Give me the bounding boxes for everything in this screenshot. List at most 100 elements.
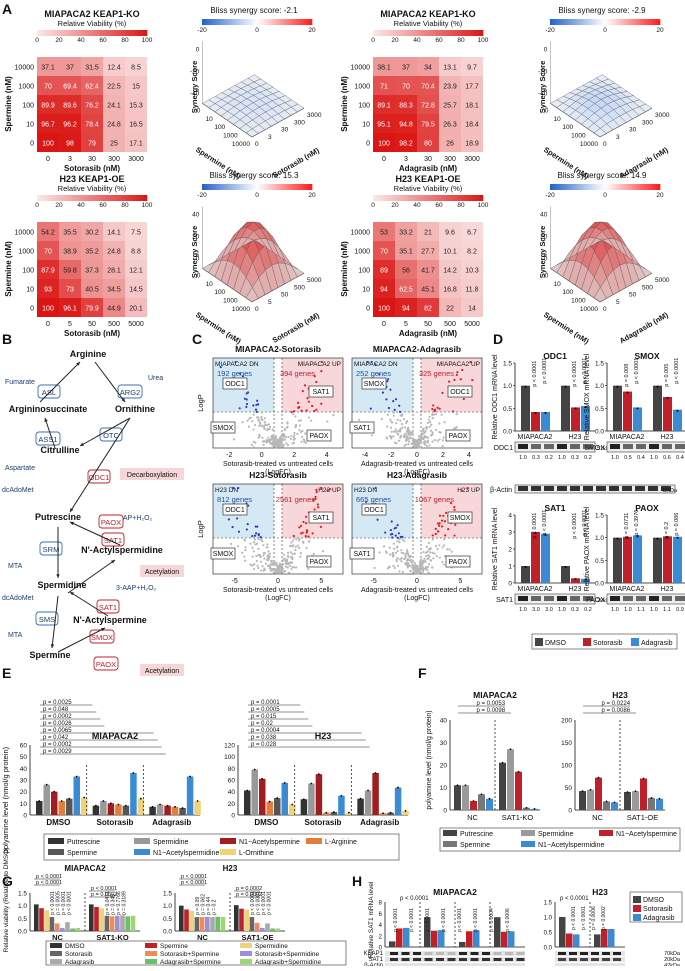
volcano-point bbox=[420, 563, 424, 566]
viability-bar bbox=[189, 910, 194, 931]
volcano-point bbox=[420, 432, 423, 435]
arrowhead bbox=[121, 398, 125, 402]
volcano-point bbox=[443, 421, 446, 424]
blot-band bbox=[436, 952, 444, 955]
colorbar-cell bbox=[454, 195, 457, 201]
surface-ztick: 0 bbox=[196, 255, 200, 262]
volcano-point bbox=[432, 404, 435, 407]
surface-colorbar-cell bbox=[620, 184, 623, 190]
mrna-pvalue: p < 0.0001 bbox=[572, 513, 578, 539]
surface-colorbar-cell bbox=[609, 19, 612, 25]
volcano-point bbox=[409, 560, 412, 563]
blot-band bbox=[558, 958, 566, 961]
surface-colorbar-cell bbox=[594, 19, 597, 25]
legend-swatch bbox=[443, 841, 457, 847]
surface-colorbar-cell bbox=[243, 19, 247, 25]
heatmap-row-label: 1000 bbox=[18, 84, 34, 91]
legend-label: Spermine bbox=[67, 850, 97, 857]
legend-label: Adagrasib+Spermine bbox=[160, 959, 221, 966]
polyamine-bar bbox=[81, 797, 88, 815]
polyamine-dot bbox=[359, 797, 362, 800]
surface-colorbar-cell bbox=[587, 19, 590, 25]
volcano-point bbox=[389, 533, 393, 536]
volcano-gene-label: SAT1 bbox=[354, 551, 371, 558]
polyamine-dot bbox=[404, 810, 407, 812]
viability-bar bbox=[275, 928, 281, 931]
polyamine-bar bbox=[330, 812, 338, 815]
heatmap-cell bbox=[461, 260, 483, 279]
colorbar-cell bbox=[445, 195, 449, 201]
volcano-gene-label: SMOX bbox=[450, 515, 471, 522]
colorbar-cell bbox=[83, 195, 86, 201]
volcano-point bbox=[306, 397, 309, 400]
enzyme-odc1-box bbox=[87, 469, 111, 484]
volcano-point bbox=[300, 440, 303, 443]
blot-band bbox=[570, 444, 580, 449]
heatmap-cell bbox=[417, 114, 439, 133]
heatmap-cell bbox=[439, 279, 461, 298]
surface-axis-x bbox=[202, 103, 253, 138]
heatmap-cell bbox=[59, 114, 81, 133]
heatmap-cell bbox=[417, 298, 439, 317]
surface-colorbar-tick: 20 bbox=[656, 27, 664, 34]
surface-colorbar-cell bbox=[600, 19, 604, 25]
colorbar-cell bbox=[54, 195, 58, 201]
volcano-point bbox=[411, 431, 414, 434]
volcano-xlabel2: (LogFC) bbox=[404, 595, 430, 602]
volcano-point bbox=[252, 428, 255, 431]
volcano-point bbox=[301, 531, 304, 534]
surface-colorbar-cell bbox=[565, 184, 568, 190]
colorbar-cell bbox=[74, 195, 77, 201]
sat1-bar bbox=[459, 941, 466, 947]
surface-colorbar-cell bbox=[558, 184, 562, 190]
viability-top-pvalue: p = 0.0002 bbox=[236, 886, 262, 892]
volcano-point bbox=[255, 410, 258, 413]
volcano-point bbox=[372, 537, 375, 540]
mrna-pvalue: p < 0.0001 bbox=[634, 358, 640, 384]
polyamine-dot bbox=[38, 800, 41, 802]
volcano-point bbox=[296, 544, 299, 547]
legend-label: Sotorasib bbox=[65, 951, 93, 958]
mrna-bar bbox=[623, 536, 632, 583]
volcano-gene-box bbox=[447, 385, 473, 398]
colorbar-cell bbox=[417, 30, 420, 36]
mrna-bar bbox=[581, 578, 590, 583]
polyamine-ytick: 80 bbox=[228, 766, 236, 773]
surface-ytick: 500 bbox=[642, 284, 653, 291]
heatmap-value: 12.4 bbox=[107, 65, 121, 72]
volcano-point bbox=[455, 373, 458, 377]
sat1-bar bbox=[438, 930, 445, 947]
volcano-xtick: -5 bbox=[371, 578, 377, 585]
polyamine-bar bbox=[179, 808, 186, 815]
polyamine-f-bar bbox=[579, 791, 586, 810]
enzyme-arg2-box bbox=[117, 384, 143, 399]
volcano-point bbox=[389, 418, 392, 421]
volcano-xtick: 5 bbox=[458, 578, 462, 585]
volcano-point bbox=[427, 541, 430, 545]
mrna-dot bbox=[524, 566, 527, 568]
volcano-gene-label: SAT1 bbox=[354, 425, 371, 432]
metabolite-3aap: 3-AAP+H₂O₂ bbox=[116, 585, 157, 592]
legend-swatch bbox=[145, 959, 157, 964]
heatmap-row-label: 0 bbox=[366, 141, 370, 148]
volcano-point bbox=[443, 520, 447, 523]
polyamine-dot bbox=[83, 796, 86, 799]
surface-colorbar-cell bbox=[635, 184, 639, 190]
volcano-xtick: 4 bbox=[467, 452, 471, 459]
colorbar-cell bbox=[122, 195, 126, 201]
polyamine-dot bbox=[45, 783, 48, 786]
colorbar-cell bbox=[45, 30, 49, 36]
colorbar-cell bbox=[94, 30, 97, 36]
node-n1-acetylspermine: N'-Actylspermine bbox=[73, 615, 147, 625]
surface-colorbar-cell bbox=[204, 184, 207, 190]
polyamine-bar bbox=[244, 790, 251, 815]
surface-colorbar-cell bbox=[276, 19, 280, 25]
volcano-point bbox=[389, 553, 392, 556]
volcano-up-region bbox=[421, 484, 482, 538]
volcano-point bbox=[297, 406, 300, 409]
surface-colorbar-cell bbox=[215, 19, 218, 25]
blot-band bbox=[591, 958, 599, 961]
surface-colorbar-cell bbox=[616, 19, 619, 25]
mrna-pvalue: p = 0.086 bbox=[674, 513, 680, 536]
